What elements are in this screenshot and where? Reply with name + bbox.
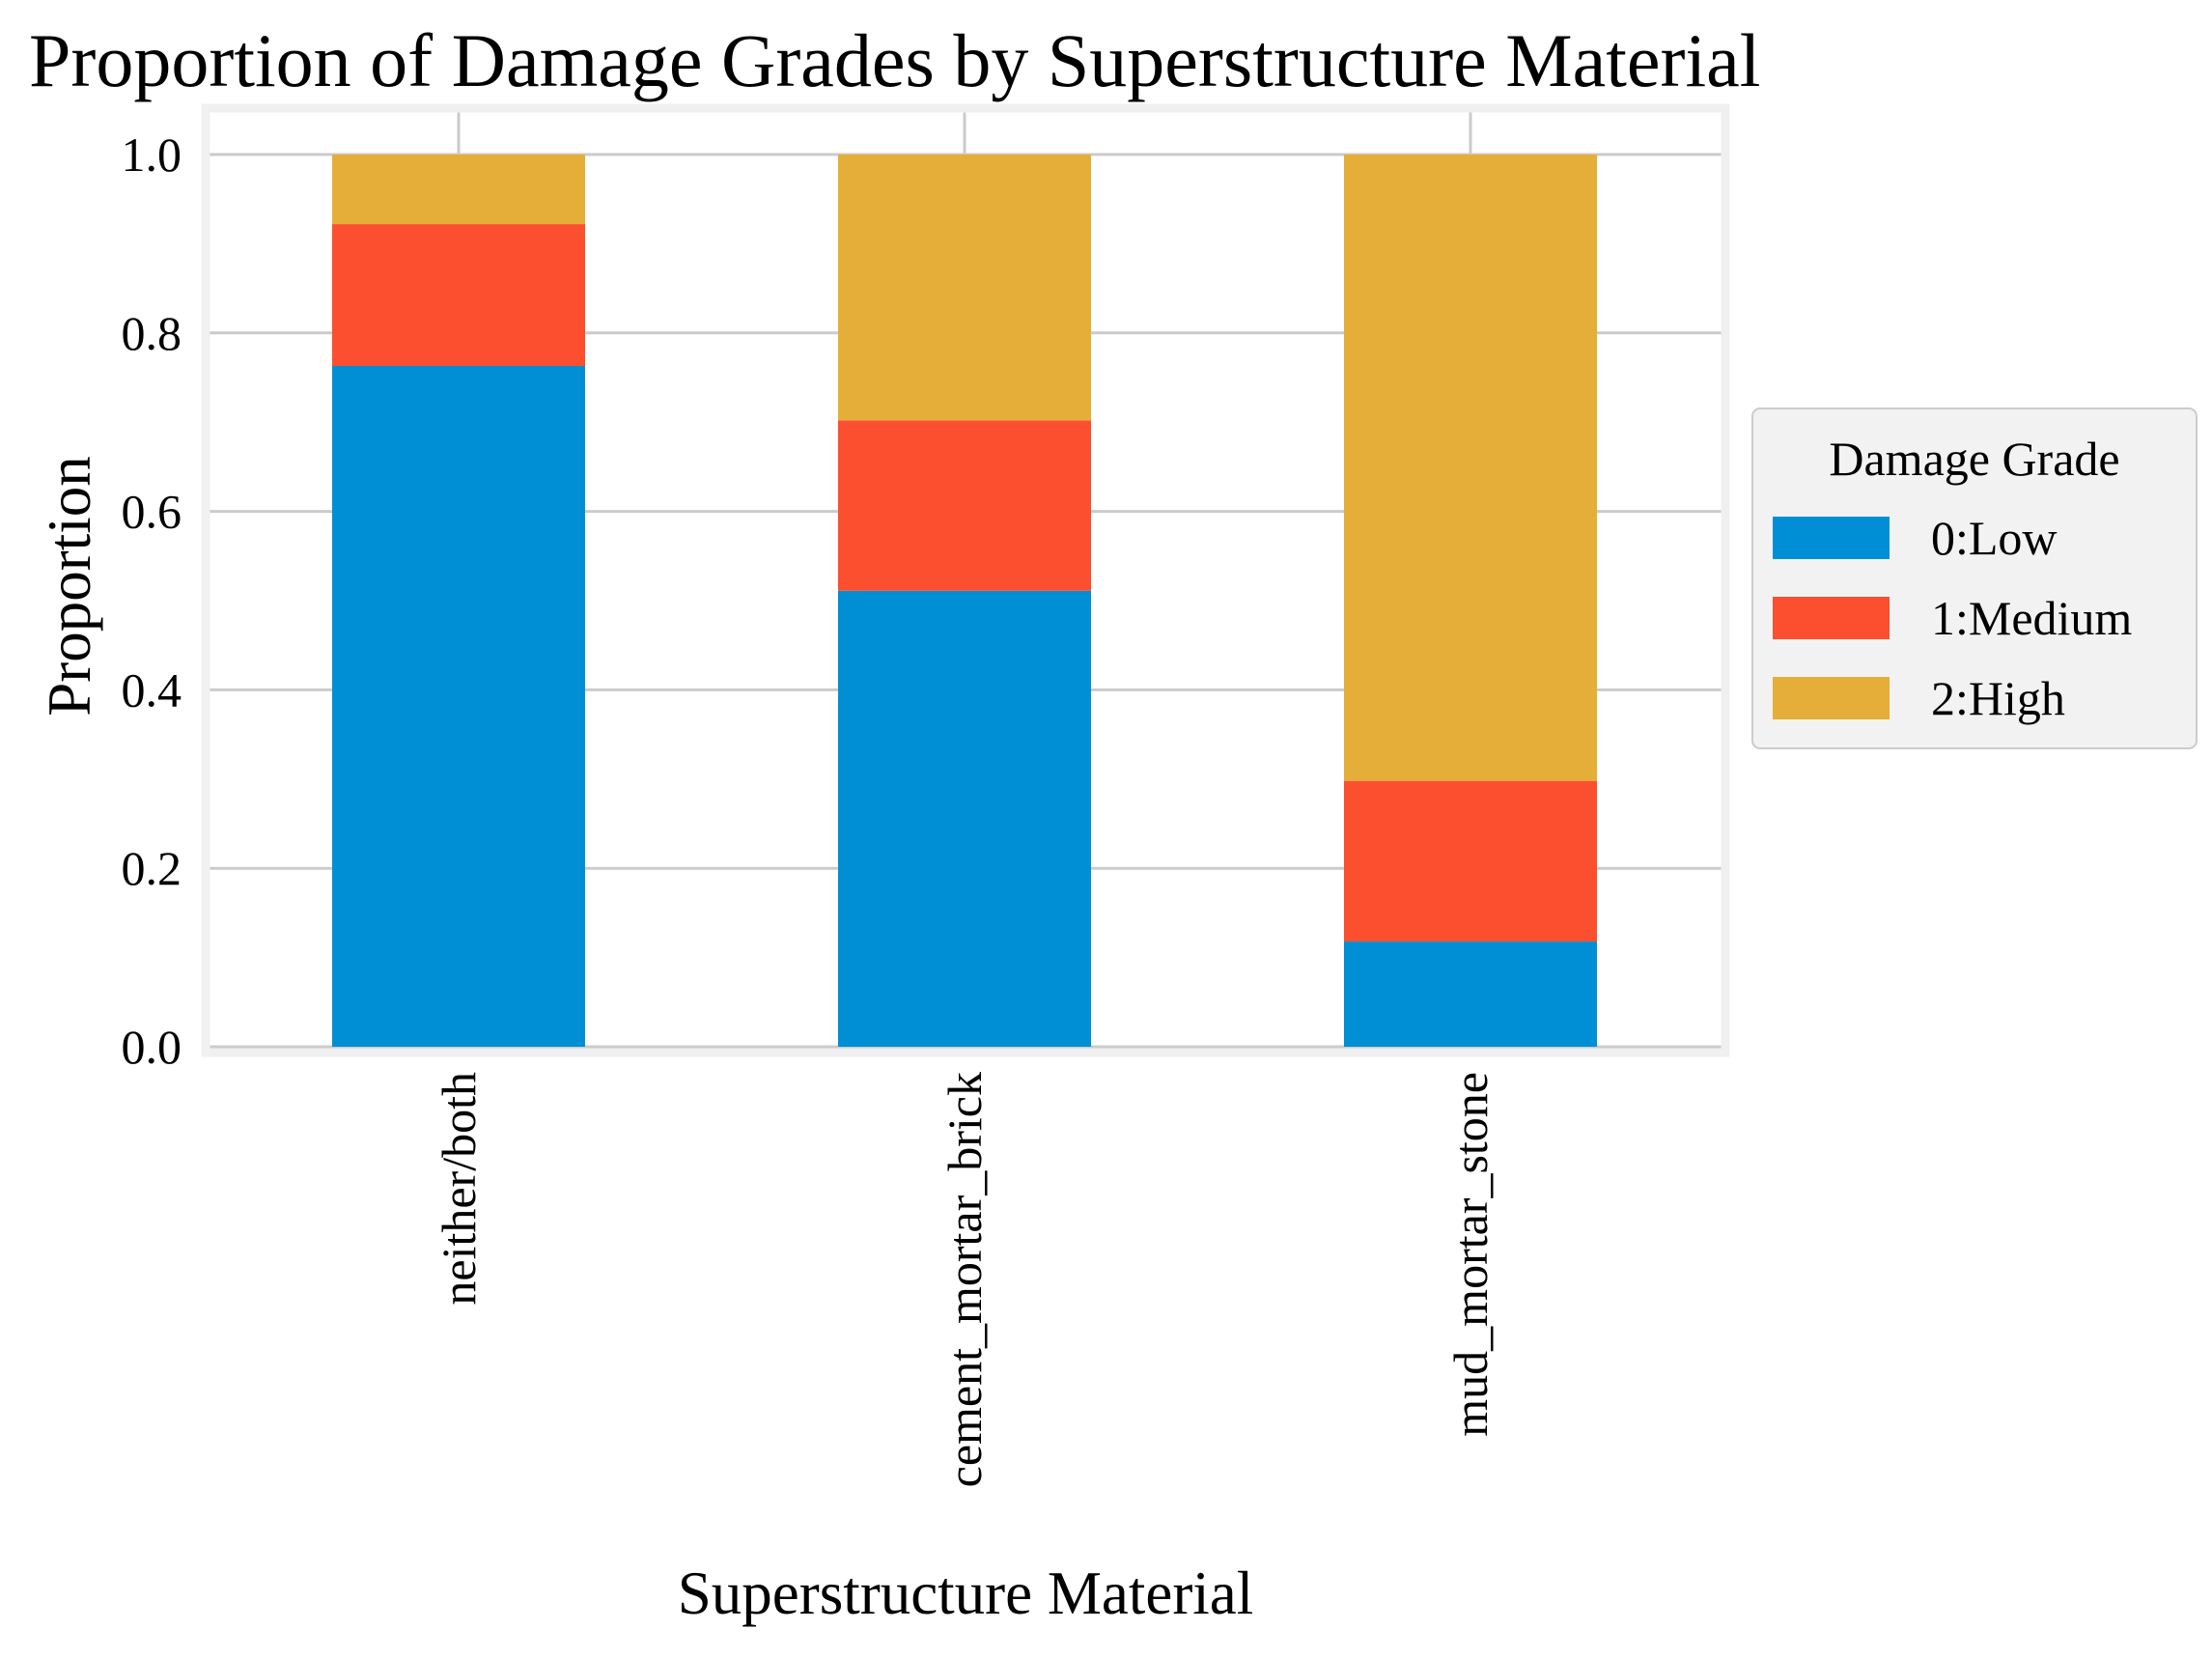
x-tick-label: mud_mortar_stone bbox=[1443, 1072, 1498, 1437]
legend-entry-label: 1:Medium bbox=[1931, 591, 2132, 645]
bar-segment bbox=[838, 590, 1091, 1047]
legend-entry-label: 0:Low bbox=[1931, 511, 2058, 565]
y-tick-label: 0.8 bbox=[122, 306, 182, 360]
legend-entry-label: 2:High bbox=[1931, 671, 2065, 725]
plot-border bbox=[201, 103, 1730, 1057]
tick-labels: 0.0 0.2 0.4 0.6 0.8 1.0 neither/both cement_mor… bbox=[122, 127, 1498, 1487]
bar-segment bbox=[332, 155, 585, 225]
legend: Damage Grade 0:Low 1:Medium 2:High bbox=[1751, 407, 2198, 749]
bar-segment bbox=[838, 420, 1091, 591]
bar-segment bbox=[1344, 780, 1597, 941]
x-tick-label: neither/both bbox=[432, 1072, 486, 1306]
bar-segment bbox=[332, 365, 585, 1047]
x-axis-label: Superstructure Material bbox=[678, 1560, 1254, 1627]
y-tick-label: 0.6 bbox=[122, 485, 182, 539]
bar-segment bbox=[332, 224, 585, 366]
bar-segment bbox=[1344, 941, 1597, 1047]
plot-frame bbox=[201, 103, 1730, 1057]
chart-title: Proportion of Damage Grades by Superstru… bbox=[29, 18, 1760, 102]
y-tick-label: 0.2 bbox=[122, 841, 182, 895]
y-tick-label: 1.0 bbox=[122, 127, 182, 182]
legend-swatch bbox=[1773, 517, 1890, 559]
x-tick-label: cement_mortar_brick bbox=[938, 1072, 992, 1487]
bars-layer bbox=[332, 155, 1597, 1047]
bar-segment bbox=[1344, 155, 1597, 781]
bar-segment bbox=[838, 155, 1091, 421]
y-axis-label: Proportion bbox=[36, 456, 103, 717]
legend-swatch bbox=[1773, 677, 1890, 719]
legend-title: Damage Grade bbox=[1829, 432, 2119, 486]
legend-box bbox=[1751, 407, 2198, 749]
y-tick-label: 0.0 bbox=[122, 1020, 182, 1074]
y-tick-label: 0.4 bbox=[122, 662, 182, 717]
legend-swatch bbox=[1773, 597, 1890, 639]
